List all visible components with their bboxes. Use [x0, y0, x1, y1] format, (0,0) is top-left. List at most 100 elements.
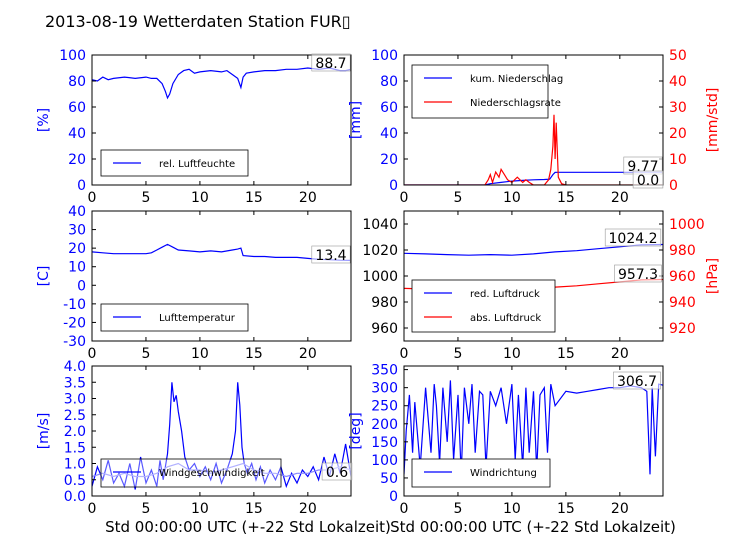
last-value-label: 0.6 [326, 465, 348, 481]
last-value-label-box [311, 53, 351, 72]
y-axis-label: [%] [36, 108, 52, 132]
y-tick-label: 1.0 [64, 457, 86, 473]
y-tick-label: 100 [371, 48, 398, 64]
y-tick-label: 3.5 [64, 375, 86, 391]
x-tick-label: 10 [503, 346, 521, 362]
x-tick-label: 20 [299, 190, 317, 206]
x-tick-label: 15 [245, 190, 263, 206]
y-tick-label: 80 [68, 74, 86, 90]
panel-humidity: 0 5 10 15 20 0 20 40 60 80 100 [%] rel. Luftfeuchte 8… [36, 48, 352, 206]
legend-label: rel. Luftfeuchte [159, 159, 235, 170]
y-tick-label: 350 [371, 363, 398, 379]
x-tick-label: 20 [611, 501, 629, 517]
x-tick-label: 10 [503, 501, 521, 517]
y-tick-label: 100 [371, 453, 398, 469]
y-tick-label: 20 [68, 152, 86, 168]
panel-winddirection: 0 5 10 15 20050100150200250300350[deg]Windri… [348, 363, 664, 517]
y-axis-label-right: [hPa] [705, 258, 721, 294]
last-value-label: 88.7 [315, 56, 346, 72]
y-tick-label: 100 [59, 48, 86, 64]
x-tick-label: 10 [191, 346, 209, 362]
x-tick-label: 5 [453, 346, 462, 362]
y-tick-label: 3.0 [64, 392, 86, 408]
legend-box-precipitation [411, 64, 549, 119]
plot-frame-winddirection [403, 365, 664, 497]
y-tick-label: 980 [371, 295, 398, 311]
x-axis-label-left: Std 00:00:00 UTC (+-22 Std Lokalzeit) [105, 518, 391, 536]
series-line-temperature-0 [92, 243, 351, 261]
y-right-tick-label: 50 [669, 48, 687, 64]
x-tick-label: 10 [191, 501, 209, 517]
last-value-label-2: 957.3 [618, 267, 658, 283]
y-tick-label: 20 [380, 152, 398, 168]
y-tick-label: 0 [77, 178, 86, 194]
y-tick-label: 2.5 [64, 408, 86, 424]
y-right-tick-label: 980 [669, 243, 696, 259]
x-tick-label: 20 [299, 501, 317, 517]
y-tick-label: 4.0 [64, 359, 86, 375]
y-tick-label: 200 [371, 417, 398, 433]
legend-label: red. Luftdruck [470, 289, 540, 300]
series-line-precipitation-1 [404, 114, 663, 185]
x-tick-label: 15 [557, 501, 575, 517]
x-tick-label: 5 [141, 346, 150, 362]
legend-label: Lufttemperatur [159, 313, 236, 324]
plot-frame-precipitation [403, 54, 664, 186]
y-axis-label: [deg] [348, 412, 364, 449]
y-tick-label: 300 [371, 381, 398, 397]
y-tick-label: 80 [380, 74, 398, 90]
y-axis-label: [mm] [348, 101, 364, 139]
y-tick-label: 150 [371, 435, 398, 451]
legend-label: Niederschlagsrate [470, 98, 561, 109]
y-tick-label: 1000 [362, 269, 398, 285]
y-right-tick-label: 960 [669, 269, 696, 285]
y-tick-label: 250 [371, 399, 398, 415]
panel-windspeed: 0 5 10 15 20 0.00.51.01.52.02.53.03.54.0 [m/s]… [36, 359, 353, 517]
x-tick-label: 15 [557, 190, 575, 206]
panel-precipitation: 0 5 10 15 20 0 20 40 60 80 100 0 10 20 30 40 50 [mm] [mm/s… [348, 48, 721, 206]
y-tick-label: -30 [63, 334, 86, 350]
last-value-label-box [604, 228, 662, 247]
x-tick-label: 5 [453, 501, 462, 517]
y-tick-label: 60 [68, 100, 86, 116]
y-right-tick-label: 940 [669, 295, 696, 311]
y-tick-label: 0.5 [64, 473, 86, 489]
series-line-precipitation-0 [404, 171, 663, 185]
y-tick-label: 60 [380, 100, 398, 116]
y-tick-label: 50 [380, 471, 398, 487]
x-tick-label: 0 [400, 346, 409, 362]
y-tick-label: 1040 [362, 217, 398, 233]
x-tick-label: 5 [141, 190, 150, 206]
y-tick-label: 1.5 [64, 440, 86, 456]
x-tick-label: 20 [299, 346, 317, 362]
last-value-label-box [311, 245, 351, 264]
y-tick-label: 1020 [362, 243, 398, 259]
y-tick-label: 960 [371, 321, 398, 337]
y-tick-label: 40 [68, 204, 86, 220]
x-tick-label: 5 [453, 190, 462, 206]
x-tick-label: 0 [88, 346, 97, 362]
legend-label: Windgeschwindigkeit [159, 468, 265, 479]
y-tick-label: 10 [68, 260, 86, 276]
y-axis-label-right: [mm/std] [705, 88, 721, 153]
last-value-label-box [321, 462, 353, 481]
legend-label: kum. Niederschlag [470, 74, 563, 85]
legend-box-windspeed [100, 458, 282, 488]
last-value-label: 1024.2 [609, 231, 658, 247]
x-tick-label: 15 [245, 501, 263, 517]
panel-pressure: 0 5 10 15 20 960 980 1000 1020 1040 920 940 960 980 10… [362, 210, 721, 362]
y-right-tick-label: 40 [669, 74, 687, 90]
x-tick-label: 0 [400, 190, 409, 206]
y-tick-label: 30 [68, 223, 86, 239]
last-value-label-2-box [614, 264, 662, 283]
y-axis-label: [C] [36, 266, 52, 287]
last-value-label-2-box [632, 170, 664, 189]
y-tick-label: 0 [77, 278, 86, 294]
y-right-tick-label: 1000 [669, 217, 705, 233]
x-tick-label: 5 [141, 501, 150, 517]
x-tick-label: 15 [557, 346, 575, 362]
series-line-pressure-0 [404, 243, 663, 256]
y-right-tick-label: 30 [669, 100, 687, 116]
x-tick-label: 0 [88, 501, 97, 517]
